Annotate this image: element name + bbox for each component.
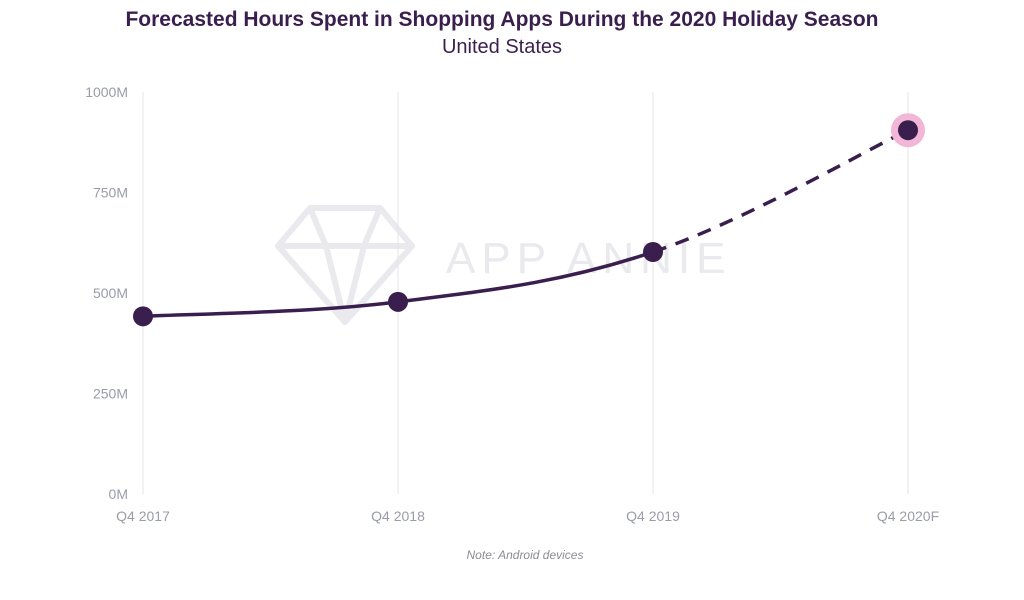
y-tick-label: 500M: [93, 285, 128, 301]
x-tick-label: Q4 2017: [116, 508, 170, 524]
chart-subtitle: United States: [441, 36, 563, 58]
y-axis: 0M 250M 500M 750M 1000M: [85, 84, 128, 502]
data-point: [133, 306, 153, 327]
y-tick-label: 0M: [109, 486, 128, 502]
data-points: [133, 113, 925, 327]
diamond-icon: [275, 205, 415, 325]
data-point: [643, 241, 663, 262]
x-tick-label: Q4 2019: [626, 508, 680, 524]
app-annie-watermark: APP ANNIE: [275, 205, 732, 325]
x-tick-label: Q4 2018: [371, 508, 425, 524]
watermark-text: APP ANNIE: [446, 234, 732, 283]
y-tick-label: 1000M: [85, 84, 128, 100]
chart-note: Note: Android devices: [466, 548, 584, 562]
y-tick-label: 750M: [93, 185, 128, 201]
x-axis: Q4 2017 Q4 2018 Q4 2019 Q4 2020F: [116, 508, 939, 524]
vertical-gridlines: [142, 92, 909, 494]
y-tick-label: 250M: [93, 386, 128, 402]
chart-title: Forecasted Hours Spent in Shopping Apps …: [125, 8, 879, 31]
data-point-forecast: [898, 120, 918, 141]
series-hours: [141, 128, 909, 319]
x-tick-label: Q4 2020F: [877, 508, 939, 524]
data-point: [388, 291, 408, 312]
